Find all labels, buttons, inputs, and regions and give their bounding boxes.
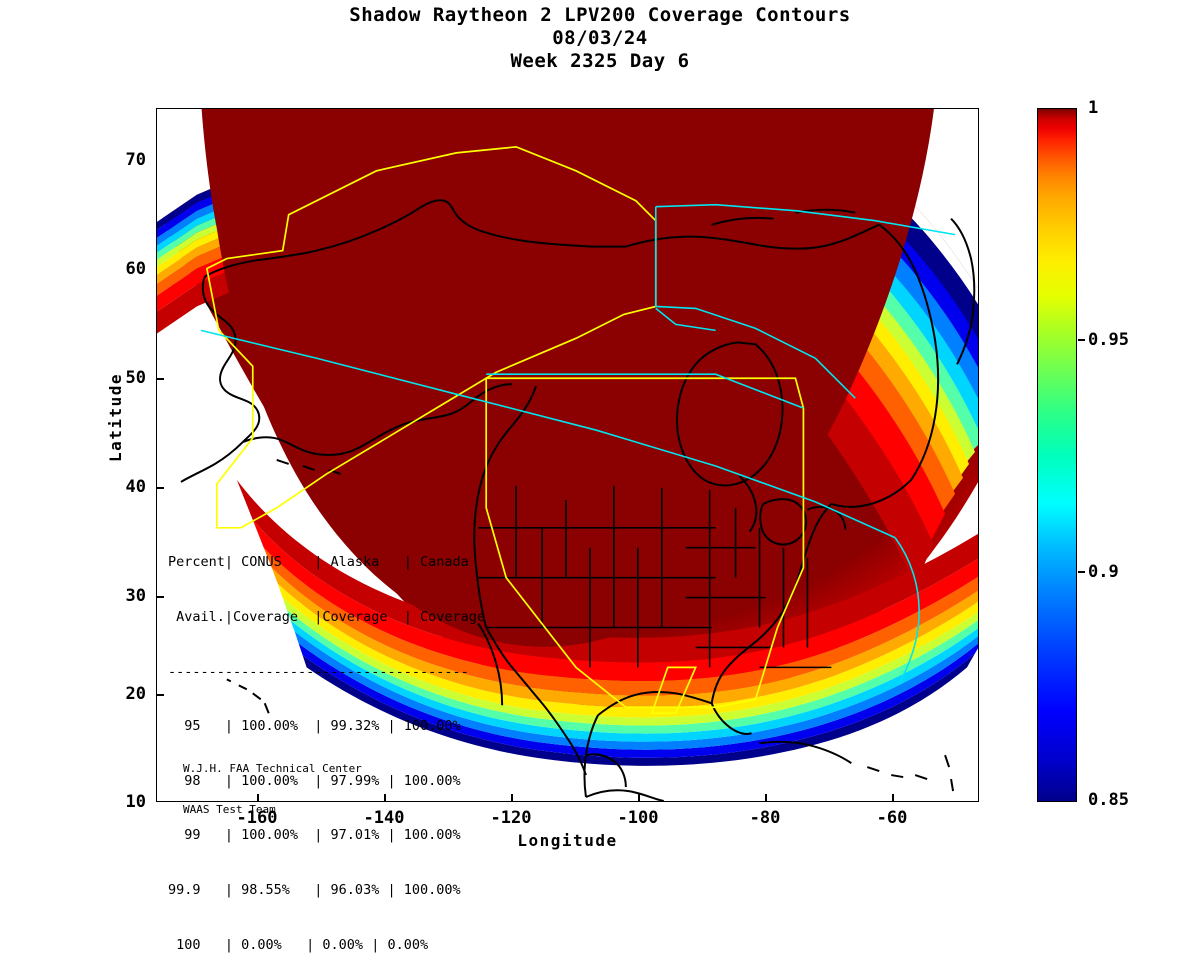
colorbar-tick-09: 0.9 (1088, 562, 1119, 582)
xtick-minus60: -60 (876, 808, 908, 828)
canada-service-volume-outline (200, 203, 956, 684)
attribution-text: W.J.H. FAA Technical Center WAAS Test Te… (183, 735, 362, 830)
state-borders-overlay (478, 485, 832, 669)
xtick-mark-minus60 (892, 794, 894, 802)
ytick-50: 50 (125, 368, 146, 388)
title-line-1: Shadow Raytheon 2 LPV200 Coverage Contou… (349, 4, 851, 26)
table-row: 98 | 100.00% | 97.99% | 100.00% (168, 772, 461, 789)
ytick-70: 70 (125, 150, 146, 170)
alaska-service-volume-outline (205, 146, 657, 529)
ytick-40: 40 (125, 477, 146, 497)
y-axis-title: Latitude (106, 372, 125, 462)
ytick-mark-40 (156, 487, 164, 489)
stats-header-line-2: Avail.|Coverage |Coverage | Coverage (168, 609, 485, 626)
colorbar (1037, 108, 1077, 802)
attribution-line-1: W.J.H. FAA Technical Center (183, 762, 362, 775)
xtick-mark-minus100 (638, 794, 640, 802)
colorbar-gradient (1038, 109, 1076, 801)
y-axis-title-wrap: Latitude (88, 373, 125, 462)
xtick-minus160: -160 (236, 808, 278, 828)
xtick-mark-minus120 (511, 794, 513, 802)
ytick-10: 10 (125, 792, 146, 812)
stats-header-line-1: Percent| CONUS | Alaska | Canada (168, 554, 469, 571)
xtick-mark-minus80 (765, 794, 767, 802)
table-row: 99 | 100.00% | 97.01% | 100.00% (168, 827, 461, 844)
table-row: 99.9 | 98.55% | 96.03% | 100.00% (168, 882, 461, 899)
ytick-30: 30 (125, 586, 146, 606)
ytick-60: 60 (125, 259, 146, 279)
title-line-2: 08/03/24 (552, 27, 648, 49)
colorbar-tick-095: 0.95 (1088, 330, 1129, 350)
xtick-mark-minus160 (257, 794, 259, 802)
x-axis-title: Longitude (517, 831, 618, 850)
attribution-line-2: WAAS Test Team (183, 802, 276, 816)
title-line-3: Week 2325 Day 6 (510, 50, 690, 72)
conus-service-volume-outline (485, 377, 805, 715)
xtick-mark-minus140 (384, 794, 386, 802)
coverage-map-plot (156, 108, 979, 802)
colorbar-tick-1: 1 (1088, 98, 1099, 118)
ytick-mark-20 (156, 694, 164, 696)
xtick-minus120: -120 (490, 808, 532, 828)
coverage-contour-canvas (157, 109, 978, 801)
ytick-mark-50 (156, 378, 164, 380)
xtick-minus100: -100 (617, 808, 659, 828)
chart-title-block: Shadow Raytheon 2 LPV200 Coverage Contou… (0, 4, 1200, 73)
ytick-mark-30 (156, 596, 164, 598)
coverage-south-bands (216, 479, 978, 801)
colorbar-tick-085: 0.85 (1088, 790, 1129, 810)
stats-divider: ------------------------------------- (168, 663, 469, 680)
colorbar-tick-mark-095 (1078, 339, 1085, 341)
xtick-minus80: -80 (749, 808, 781, 828)
xtick-minus140: -140 (363, 808, 405, 828)
table-row: 100 | 0.00% | 0.00% | 0.00% (168, 936, 429, 953)
ytick-20: 20 (125, 684, 146, 704)
colorbar-tick-mark-09 (1078, 571, 1085, 573)
table-row: 95 | 100.00% | 99.32% | 100.00% (168, 718, 461, 735)
